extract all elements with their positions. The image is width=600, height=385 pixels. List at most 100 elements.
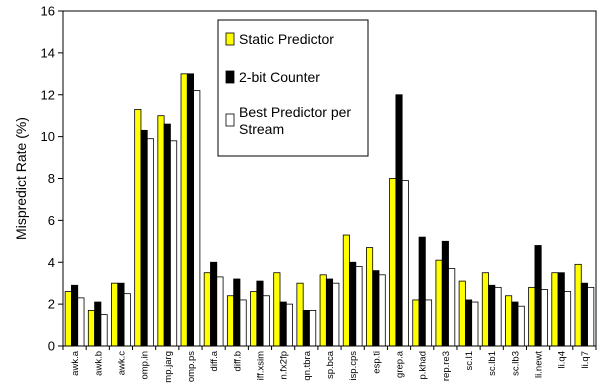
legend-label: 2-bit Counter <box>239 69 320 85</box>
bar-omp.ps-2-bit-counter <box>186 73 195 347</box>
bar-awk.a-best-predictor-per-stream <box>77 297 85 347</box>
bar-awk.b-2-bit-counter <box>94 301 102 347</box>
y-tick-label: 6 <box>48 213 55 228</box>
bar-mp.jarg-best-predictor-per-stream <box>170 140 178 347</box>
bar-sc.lb3-best-predictor-per-stream <box>517 305 525 347</box>
bar-awk.b-static-predictor <box>87 310 96 347</box>
x-category-label: sc.l1 <box>464 351 475 371</box>
y-tick-label: 16 <box>41 4 55 19</box>
bar-isp.cps-best-predictor-per-stream <box>355 266 363 347</box>
x-category-label: isp.cps <box>348 351 359 381</box>
bar-li.q7-best-predictor-per-stream <box>587 286 595 347</box>
x-category-label: diff.a <box>209 350 220 371</box>
bar-diff.a-2-bit-counter <box>210 261 218 347</box>
bar-qn.tbra-2-bit-counter <box>302 310 310 347</box>
bar-li.q4-2-bit-counter <box>557 272 565 347</box>
x-category-label: rep.re3 <box>441 351 452 381</box>
bar-li.q7-static-predictor <box>574 263 582 347</box>
x-category-label: esp.ti <box>371 351 382 374</box>
y-axis-title: Mispredict Rate (%) <box>13 117 29 240</box>
bar-sp.bca-static-predictor <box>319 274 327 347</box>
y-tick-label: 12 <box>41 87 55 102</box>
bar-sc.lb3-static-predictor <box>505 295 513 347</box>
bar-iff.xsim-static-predictor <box>250 291 258 347</box>
bar-awk.c-best-predictor-per-stream <box>123 293 131 347</box>
x-category-label: mp.jarg <box>163 351 174 383</box>
bar-rep.re3-static-predictor <box>435 259 443 347</box>
bar-isp.cps-2-bit-counter <box>349 261 357 347</box>
legend-label: Best Predictor per Stream <box>239 104 351 137</box>
bar-sp.bca-best-predictor-per-stream <box>332 282 340 347</box>
legend-swatch-best-predictor-per-stream <box>225 113 235 127</box>
bar-diff.a-best-predictor-per-stream <box>216 276 224 347</box>
x-category-label: li.q7 <box>580 351 591 368</box>
bar-diff.b-2-bit-counter <box>233 278 241 347</box>
x-category-label: sp.bca <box>325 350 336 379</box>
legend-box <box>217 19 369 157</box>
bar-mp.jarg-2-bit-counter <box>163 123 171 347</box>
bar-sp.bca-2-bit-counter <box>325 278 334 347</box>
bars-group <box>64 73 595 347</box>
x-category-label: qn.tbra <box>302 350 313 380</box>
bar-p.khad-static-predictor <box>412 299 420 347</box>
bar-omp.in-best-predictor-per-stream <box>146 138 154 347</box>
y-tick-label: 2 <box>48 297 55 312</box>
bar-awk.a-2-bit-counter <box>71 284 79 347</box>
x-category-label: omp.ps <box>186 351 197 382</box>
x-category-label: awk.a <box>70 350 81 376</box>
bar-diff.a-static-predictor <box>203 272 211 347</box>
bar-li.q7-2-bit-counter <box>580 282 588 347</box>
legend: Static Predictor 2-bit Counter Best Predic… <box>217 19 369 157</box>
bar-qn.tbra-static-predictor <box>296 282 304 347</box>
bar-p.khad-2-bit-counter <box>418 236 426 347</box>
bar-sc.lb1-static-predictor <box>481 272 489 347</box>
x-category-label: omp.in <box>140 351 151 380</box>
x-category-label: p.khad <box>418 351 429 380</box>
x-category-label: n.fx2fp <box>279 351 290 380</box>
y-tick-label: 0 <box>48 339 55 354</box>
bar-grep.a-static-predictor <box>389 178 397 347</box>
x-category-label: grep.a <box>395 350 406 378</box>
bar-qn.tbra-best-predictor-per-stream <box>309 310 317 347</box>
bar-sc.lb1-best-predictor-per-stream <box>494 286 502 347</box>
bar-awk.c-static-predictor <box>111 282 119 347</box>
x-category-label: awk.c <box>116 351 127 376</box>
bar-rep.re3-2-bit-counter <box>441 240 449 347</box>
bar-esp.ti-2-bit-counter <box>372 270 380 347</box>
bar-n.fx2fp-best-predictor-per-stream <box>285 303 294 347</box>
x-category-label: diff.b <box>232 351 243 371</box>
bar-li.newt-2-bit-counter <box>534 245 542 347</box>
legend-label: Static Predictor <box>239 31 334 47</box>
bar-omp.ps-static-predictor <box>180 73 188 347</box>
y-tick-label: 14 <box>41 45 55 60</box>
bar-sc.l1-best-predictor-per-stream <box>471 301 479 347</box>
x-category-label: sc.lb3 <box>510 351 521 376</box>
bar-iff.xsim-2-bit-counter <box>256 280 264 347</box>
bar-li.newt-static-predictor <box>528 286 536 347</box>
y-tick-label: 10 <box>41 129 55 144</box>
bar-p.khad-best-predictor-per-stream <box>424 299 433 347</box>
bar-omp.in-2-bit-counter <box>140 129 148 347</box>
bar-esp.ti-best-predictor-per-stream <box>378 274 386 347</box>
legend-swatch-static-predictor <box>225 32 235 46</box>
y-tick-label: 4 <box>48 255 55 270</box>
bar-sc.l1-static-predictor <box>458 280 466 347</box>
y-tick-label: 8 <box>48 171 55 186</box>
bar-rep.re3-best-predictor-per-stream <box>448 268 456 347</box>
bar-esp.ti-static-predictor <box>365 247 374 347</box>
bar-iff.xsim-best-predictor-per-stream <box>262 295 270 347</box>
bar-omp.in-static-predictor <box>134 109 142 347</box>
bar-awk.b-best-predictor-per-stream <box>100 314 108 347</box>
bar-n.fx2fp-2-bit-counter <box>279 301 287 347</box>
x-category-label: li.newt <box>534 351 545 378</box>
bar-sc.l1-2-bit-counter <box>464 299 473 347</box>
x-category-label: li.q4 <box>557 351 568 368</box>
bar-n.fx2fp-static-predictor <box>273 272 281 347</box>
x-category-label: sc.lb1 <box>487 351 498 376</box>
axes-group: 0 2 4 6 8 10 12 14 16 Mispredict Rate (%) awk.a awk… <box>13 4 597 383</box>
bar-mp.jarg-static-predictor <box>157 115 165 347</box>
bar-sc.lb1-2-bit-counter <box>488 284 496 347</box>
bar-li.newt-best-predictor-per-stream <box>540 289 548 347</box>
bar-omp.ps-best-predictor-per-stream <box>193 90 201 347</box>
